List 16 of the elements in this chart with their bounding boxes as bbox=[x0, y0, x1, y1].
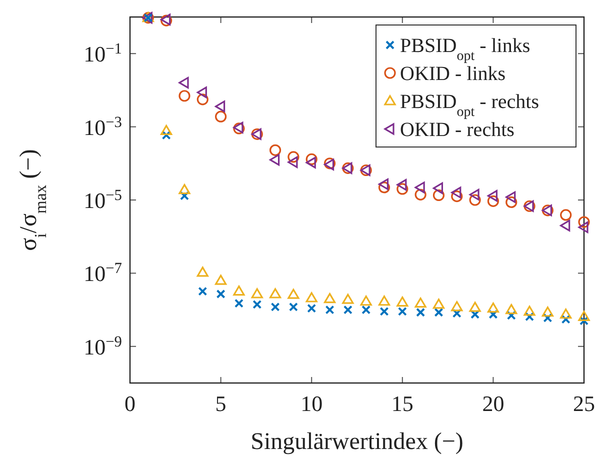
x-tick-label: 20 bbox=[482, 391, 504, 416]
legend-label: OKID - links bbox=[400, 63, 506, 85]
legend-label: OKID - rechts bbox=[400, 119, 515, 141]
x-tick-label: 5 bbox=[215, 391, 226, 416]
y-tick-label: 10$^{−3}$ bbox=[84, 113, 122, 140]
y-tick-label: 10$^{−5}$ bbox=[84, 186, 122, 213]
legend-label: PBSID$_{opt}$ - rechts bbox=[400, 91, 540, 120]
y-tick-label: 10$^{−7}$ bbox=[84, 260, 122, 286]
x-tick-label: 15 bbox=[391, 391, 414, 416]
x-tick-label: 25 bbox=[573, 391, 595, 416]
legend-label: PBSID$_{opt}$ - links bbox=[400, 35, 530, 64]
y-tick-label: 10$^{−1}$ bbox=[84, 40, 122, 67]
x-tick-label: 0 bbox=[124, 391, 136, 416]
x-axis-title: Singulärwertindex (−) bbox=[250, 429, 464, 455]
y-tick-label: 10$^{−9}$ bbox=[84, 332, 122, 360]
x-tick-label: 10 bbox=[300, 391, 323, 416]
